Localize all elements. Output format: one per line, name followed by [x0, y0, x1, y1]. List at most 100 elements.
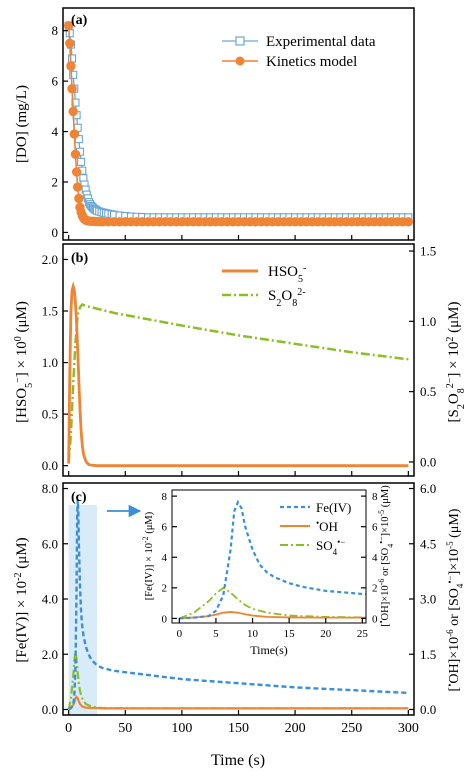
- panel-a-ytick-label: 4: [52, 124, 59, 139]
- inset-ytick-label: 6: [162, 522, 168, 534]
- kinetics-point: [65, 38, 75, 49]
- legend-oh-label: •OH: [316, 518, 338, 534]
- inset-axes: 0 2 4 6 8 0 2 4 6 8 0 5 10 15 20 25: [162, 491, 379, 640]
- panel-b-ytick-label: 0.5: [42, 407, 58, 422]
- hso5-line: [67, 280, 409, 468]
- kinetics-line: [67, 25, 409, 223]
- inset-oh-line: [179, 611, 366, 620]
- inset-xtick-label: 0: [177, 628, 183, 640]
- panel-b-tag: (b): [71, 251, 88, 266]
- panel-c-ylabel2: [•OH]×10-6 or [SO4•−]×10-5 (μM): [445, 508, 465, 691]
- panel-b-ytick-label: 2.0: [42, 252, 58, 267]
- experimental-point: [77, 157, 86, 166]
- panel-c-right-ytick-label: 1.5: [420, 647, 436, 662]
- panel-c-ytick-label: 6.0: [42, 536, 58, 551]
- panel-c-ytick-label: 0.0: [42, 702, 58, 717]
- panel-a-series: [63, 20, 414, 227]
- panel-a-legend: Experimental data Kinetics model: [222, 34, 376, 70]
- feiv-line: [68, 499, 409, 711]
- panel-b-legend: HSO5- S2O82-: [222, 263, 306, 309]
- panel-b-right-ytick-label: 1.0: [420, 314, 436, 329]
- panel-c-xtick-label: 250: [341, 721, 362, 736]
- panel-c: 0.02.04.06.08.00.01.53.04.56.00 50 100 150 2…: [13, 481, 466, 769]
- so4-line: [67, 650, 409, 710]
- panel-a-ytick-label: 2: [52, 175, 59, 190]
- inset-feiv-line: [179, 499, 366, 620]
- panel-a: 0 2 4 6 8 (a) [DO] (mg/L) Experimental data …: [14, 7, 415, 241]
- panel-a-ytick-label: 0: [52, 225, 59, 240]
- inset-xtick-label: 25: [357, 628, 369, 640]
- inset-so4-line: [178, 586, 366, 620]
- legend-feiv-label: Fe(IV): [316, 500, 351, 515]
- panel-b-right-ytick-label: 1.5: [420, 244, 436, 259]
- panel-b-ytick-label: 0.0: [42, 458, 58, 473]
- kinetics-point: [71, 167, 82, 177]
- panel-b-right-ytick-label: 0.5: [420, 384, 436, 399]
- inset-ylabel2: [•OH]×10-6 or [SO4•−]×10-5 (μM): [377, 485, 395, 627]
- inset-ytick-label: 2: [162, 583, 168, 595]
- panel-c-right-ytick-label: 6.0: [420, 481, 436, 496]
- panel-c-ytick-label: 4.0: [42, 592, 58, 607]
- legend-hso5-label: HSO5-: [268, 263, 306, 285]
- legend-s2o8-label: S2O82-: [268, 287, 306, 309]
- kinetics-point: [70, 149, 81, 159]
- kinetics-point: [73, 182, 83, 192]
- inset-right-ytick-label: 2: [372, 583, 378, 595]
- panel-b-series: [67, 280, 409, 468]
- panel-b-ytick-label: 1.0: [42, 355, 58, 370]
- panel-b-ylabel: [HSO5−] × 100 (μM): [13, 301, 35, 423]
- panel-a-tag: (a): [71, 13, 88, 28]
- experimental-point: [68, 54, 77, 63]
- panel-c-xtick-label: 300: [398, 721, 419, 736]
- panel-a-ytick-label: 8: [52, 23, 59, 38]
- panel-b-axes: 0.0 0.5 1.0 1.5 2.0 0.0 0.5 1.0 1.5: [42, 244, 436, 476]
- panel-c-ytick-label: 8.0: [42, 481, 58, 496]
- panel-c-axes: 0.02.04.06.08.00.01.53.04.56.00 50 100 150 2…: [42, 481, 437, 736]
- panel-c-xtick-label: 0: [65, 721, 72, 736]
- panel-b-right-ytick-label: 0.0: [420, 454, 436, 469]
- panel-c-highlight: [68, 505, 97, 715]
- panel-c-right-ytick-label: 0.0: [420, 702, 436, 717]
- inset-xtick-label: 10: [247, 628, 259, 640]
- legend-experimental-marker: [235, 36, 245, 46]
- panel-b-frame: [62, 243, 415, 477]
- legend-kinetics-marker: [235, 56, 245, 66]
- legend-kinetics-label: Kinetics model: [266, 54, 357, 70]
- panel-c-ytick-label: 2.0: [42, 647, 58, 662]
- inset-ytick-label: 8: [162, 491, 168, 503]
- inset-ytick-label: 4: [162, 552, 168, 564]
- inset-ylabel: [Fe(IV)] × 10-2 (μM): [141, 511, 156, 600]
- kinetics-point: [63, 20, 74, 31]
- inset-ytick-label: 0: [162, 613, 168, 625]
- panel-c-xtick-label: 200: [285, 721, 306, 736]
- panel-b-ylabel2: [S2O82−] × 102 (μM): [445, 302, 467, 423]
- inset-right-ytick-label: 4: [372, 552, 378, 564]
- inset-background: [172, 490, 366, 623]
- experimental-line: [68, 25, 409, 218]
- kinetics-point: [68, 106, 78, 117]
- inset-xtick-label: 15: [284, 628, 296, 640]
- inset-frame: [171, 489, 367, 624]
- oh-line: [67, 695, 409, 711]
- panel-a-ylabel: [DO] (mg/L): [14, 85, 30, 163]
- inset-xlabel: Time(s): [250, 643, 288, 657]
- legend-experimental-label: Experimental data: [266, 34, 376, 50]
- panel-c-right-ytick-label: 3.0: [420, 592, 436, 607]
- panel-c-xtick-label: 100: [171, 721, 192, 736]
- inset-xtick-label: 5: [213, 628, 219, 640]
- panel-a-axes: 0 2 4 6 8: [52, 23, 409, 240]
- inset: 0 2 4 6 8 0 2 4 6 8 0 5 10 15 20 25 Time(s) [Fe(IV)] × …: [141, 485, 395, 657]
- panel-b: 0.0 0.5 1.0 1.5 2.0 0.0 0.5 1.0 1.5 (b) [HSO5−] …: [13, 243, 467, 477]
- experimental-point: [69, 70, 78, 79]
- panel-c-xtick-label: 150: [228, 721, 249, 736]
- panel-b-ytick-label: 1.5: [42, 304, 58, 319]
- kinetics-point: [403, 217, 414, 227]
- panel-c-tag: (c): [71, 490, 87, 505]
- panel-c-ylabel: [Fe(IV)] × 10-2 (μM): [13, 537, 31, 662]
- panel-c-xtick-label: 50: [118, 721, 132, 736]
- kinetics-point: [66, 61, 76, 71]
- inset-series: [178, 499, 366, 620]
- inset-right-ytick-label: 0: [372, 613, 378, 625]
- inset-right-ytick-label: 8: [372, 491, 378, 503]
